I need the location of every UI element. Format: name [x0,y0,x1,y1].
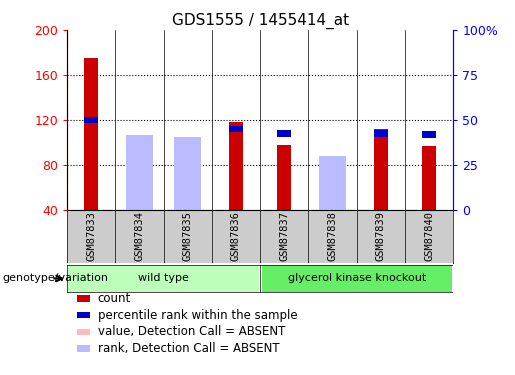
Bar [126,145,152,210]
Bar [84,58,98,210]
Bar [374,130,387,137]
Text: percentile rank within the sample: percentile rank within the sample [98,309,297,321]
Text: GSM87833: GSM87833 [86,211,96,261]
Bar [319,167,346,210]
Text: GSM87838: GSM87838 [328,211,337,261]
Text: value, Detection Call = ABSENT: value, Detection Call = ABSENT [98,326,285,338]
Bar [262,265,452,292]
Bar [229,126,243,132]
Text: GSM87834: GSM87834 [134,211,144,261]
Bar [319,156,346,210]
Text: GSM87840: GSM87840 [424,211,434,261]
Bar [229,122,243,210]
Bar [278,145,291,210]
Text: GSM87836: GSM87836 [231,211,241,261]
Text: GSM87839: GSM87839 [376,211,386,261]
Bar [84,117,98,123]
Bar [374,129,387,210]
Bar [422,131,436,138]
Bar [126,135,152,210]
Text: genotype/variation: genotype/variation [3,273,109,284]
Text: glycerol kinase knockout: glycerol kinase knockout [287,273,426,284]
Text: count: count [98,292,131,304]
Text: wild type: wild type [138,273,189,284]
Bar [175,137,201,210]
Title: GDS1555 / 1455414_at: GDS1555 / 1455414_at [171,12,349,28]
Text: GSM87835: GSM87835 [183,211,193,261]
Bar [422,146,436,210]
Text: rank, Detection Call = ABSENT: rank, Detection Call = ABSENT [98,342,279,355]
Bar [278,130,291,137]
Text: GSM87837: GSM87837 [279,211,289,261]
Bar [175,146,201,210]
Bar [68,265,259,292]
